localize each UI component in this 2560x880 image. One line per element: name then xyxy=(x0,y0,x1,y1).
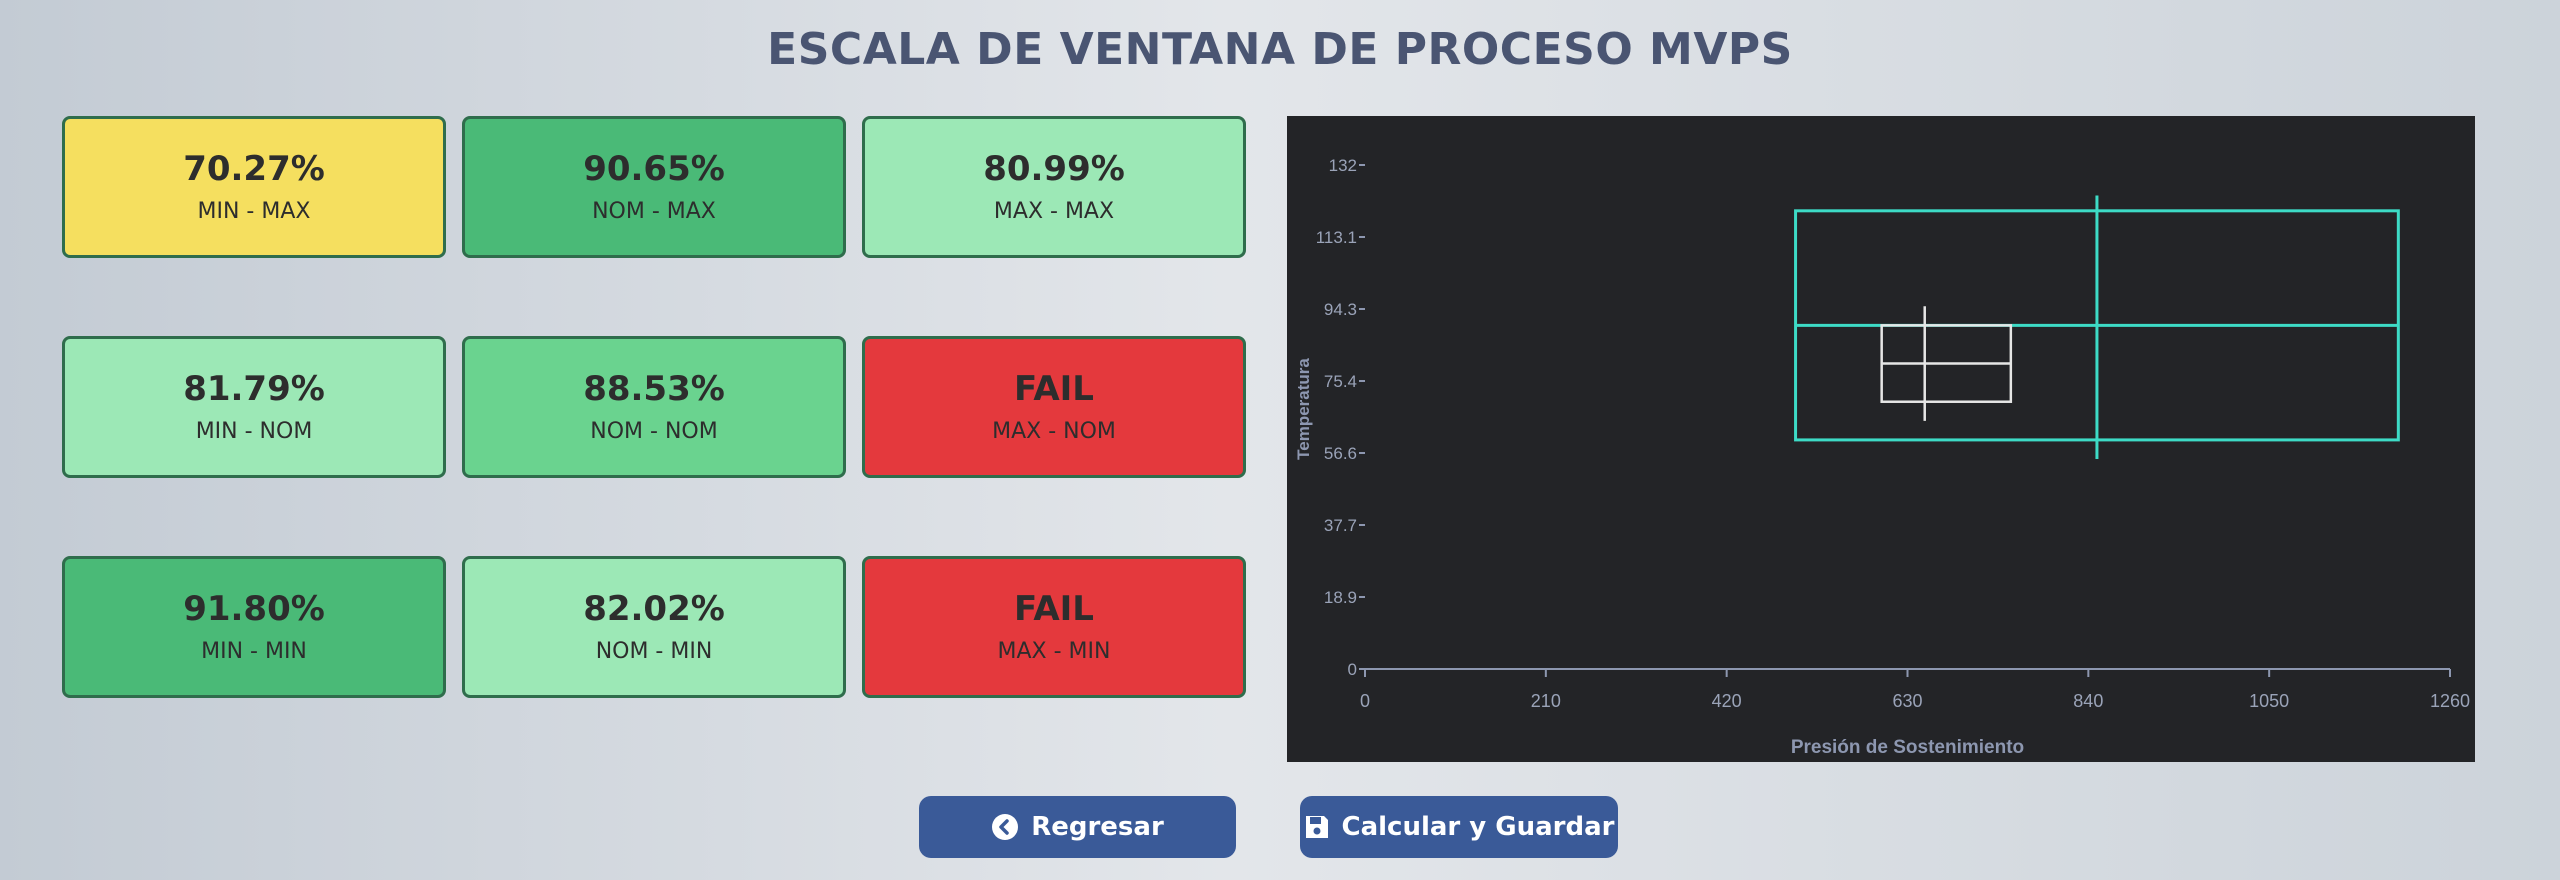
chevron-circle-left-icon xyxy=(991,813,1019,841)
result-label: MAX - MIN xyxy=(997,639,1111,664)
result-value: 81.79% xyxy=(183,369,325,409)
result-card: 70.27% MIN - MAX xyxy=(62,116,446,258)
result-label: NOM - MIN xyxy=(595,639,713,664)
result-card: 81.79% MIN - NOM xyxy=(62,336,446,478)
result-label: MAX - MAX xyxy=(993,199,1115,224)
x-axis-title: Presión de Sostenimiento xyxy=(1791,737,2024,758)
page-title: ESCALA DE VENTANA DE PROCESO MVPS xyxy=(767,24,1793,75)
result-value: 90.65% xyxy=(583,149,725,189)
result-card: FAIL MAX - MIN xyxy=(862,556,1246,698)
result-value: FAIL xyxy=(1014,589,1094,629)
result-label: MAX - NOM xyxy=(992,419,1116,444)
floppy-disk-icon xyxy=(1304,814,1330,840)
y-tick-label: 132 xyxy=(1329,156,1357,175)
result-card: 91.80% MIN - MIN xyxy=(62,556,446,698)
x-tick-label: 210 xyxy=(1531,691,1561,711)
y-tick-label: 37.7 xyxy=(1324,516,1357,535)
result-label: MIN - MIN xyxy=(201,639,307,664)
result-value: 80.99% xyxy=(983,149,1125,189)
result-card: 82.02% NOM - MIN xyxy=(462,556,846,698)
result-card: FAIL MAX - NOM xyxy=(862,336,1246,478)
y-tick-label: 56.6 xyxy=(1324,444,1357,463)
result-card: 90.65% NOM - MAX xyxy=(462,116,846,258)
process-window-chart: 0 210 420 630 840 1050 1260 0 18.9 37.7 56.6 75.4 94… xyxy=(1287,116,2475,762)
result-label: MIN - NOM xyxy=(195,419,313,444)
result-value: FAIL xyxy=(1014,369,1094,409)
x-tick-label: 1260 xyxy=(2430,691,2470,711)
chart-svg: 0 210 420 630 840 1050 1260 0 18.9 37.7 56.6 75.4 94… xyxy=(1294,156,2470,758)
result-label: MIN - MAX xyxy=(197,199,311,224)
result-value: 70.27% xyxy=(183,149,325,189)
back-button-label: Regresar xyxy=(1031,812,1164,842)
y-tick-label: 75.4 xyxy=(1324,372,1357,391)
calculate-save-button-label: Calcular y Guardar xyxy=(1341,812,1615,842)
result-label: NOM - NOM xyxy=(590,419,718,444)
y-axis-title: Temperatura xyxy=(1294,358,1313,460)
y-tick-label: 0 xyxy=(1348,660,1357,679)
x-tick-label: 420 xyxy=(1712,691,1742,711)
x-tick-label: 630 xyxy=(1892,691,1922,711)
result-value: 91.80% xyxy=(183,589,325,629)
result-label: NOM - MAX xyxy=(592,199,716,224)
x-tick-label: 1050 xyxy=(2249,691,2289,711)
y-tick-label: 113.1 xyxy=(1316,228,1357,247)
result-value: 82.02% xyxy=(583,589,725,629)
result-card: 80.99% MAX - MAX xyxy=(862,116,1246,258)
x-tick-label: 0 xyxy=(1360,691,1370,711)
y-tick-label: 18.9 xyxy=(1324,588,1357,607)
back-button[interactable]: Regresar xyxy=(919,796,1236,858)
y-tick-label: 94.3 xyxy=(1324,300,1357,319)
result-value: 88.53% xyxy=(583,369,725,409)
x-tick-label: 840 xyxy=(2073,691,2103,711)
calculate-save-button[interactable]: Calcular y Guardar xyxy=(1300,796,1618,858)
result-card: 88.53% NOM - NOM xyxy=(462,336,846,478)
